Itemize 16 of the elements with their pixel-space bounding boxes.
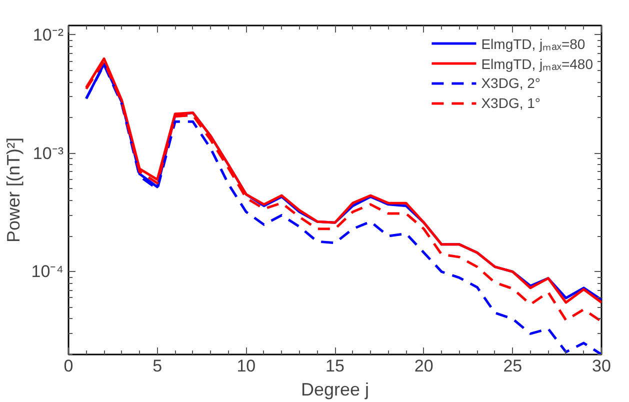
x-axis-title: Degree j	[300, 380, 370, 400]
y-tick-label: 10⁻²	[32, 25, 64, 44]
y-axis-title: Power [(nT)²]	[3, 137, 24, 243]
legend-label: X3DG, 1°	[481, 95, 540, 111]
legend-label: X3DG, 2°	[481, 75, 540, 91]
x-tick-label: 0	[64, 356, 74, 376]
x-tick-label: 15	[326, 356, 344, 376]
legend-label: ElmgTD, jₘₐₓ=480	[481, 54, 593, 72]
y-tick-label: 10⁻⁴	[31, 262, 64, 282]
x-tick-label: 10	[236, 356, 256, 376]
x-tick-label: 5	[152, 356, 162, 376]
x-tick-label: 25	[503, 356, 522, 376]
legend-label: ElmgTD, jₘₐₓ=80	[481, 34, 586, 52]
x-tick-label: 30	[592, 356, 611, 376]
y-tick-label: 10⁻³	[32, 144, 64, 163]
x-tick-label: 20	[414, 356, 434, 376]
